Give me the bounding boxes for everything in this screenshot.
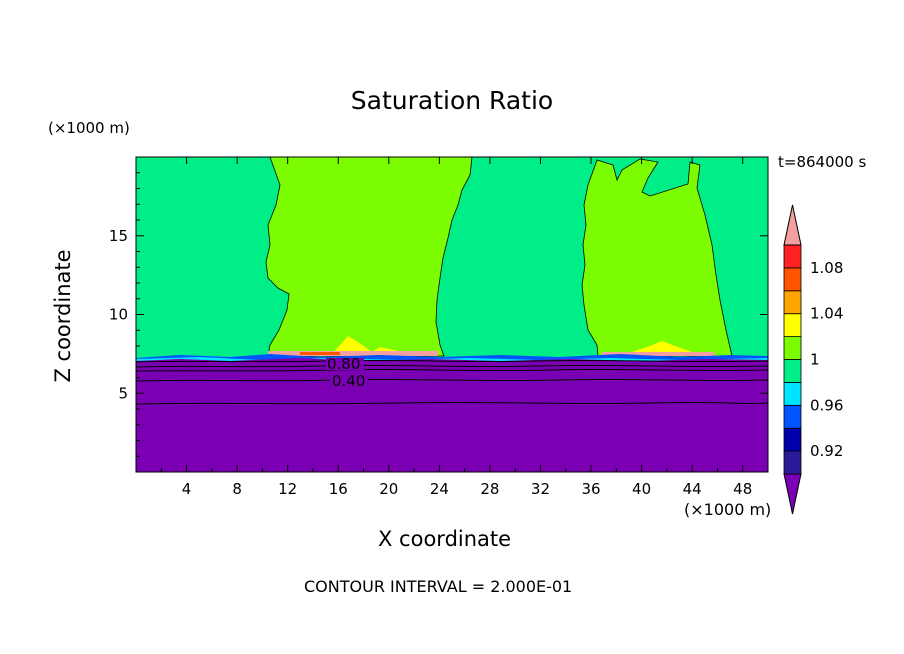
x-tick-label: 28 [480, 480, 499, 498]
colorbar: 1.08 1.04 1 0.96 0.92 [783, 204, 843, 515]
x-tick-label: 40 [632, 480, 651, 498]
contour-label-0-80: 0.80 [327, 355, 360, 373]
colorbar-label: 1 [810, 351, 820, 369]
y-axis-unit: (×1000 m) [48, 119, 130, 137]
x-tick-label: 8 [232, 480, 242, 498]
colorbar-swatch [783, 404, 802, 429]
chart-title: Saturation Ratio [350, 86, 554, 115]
contour-interval-note: CONTOUR INTERVAL = 2.000E-01 [304, 577, 573, 596]
x-tick-label: 44 [683, 480, 702, 498]
y-tick-label: 15 [109, 227, 128, 245]
colorbar-label: 1.08 [810, 259, 843, 277]
lower-region [136, 358, 768, 472]
colorbar-swatch [783, 427, 802, 452]
colorbar-label: 0.92 [810, 442, 843, 460]
colorbar-swatch [783, 313, 802, 338]
time-label: t=864000 s [778, 153, 867, 171]
contour-label-bg-1 [326, 358, 364, 370]
plot-field: 0.80 0.40 [136, 157, 768, 472]
x-axis-label: X coordinate [378, 527, 512, 551]
x-tick-label: 20 [379, 480, 398, 498]
colorbar-swatch [783, 336, 802, 360]
contour-label-0-40: 0.40 [332, 372, 365, 390]
colorbar-swatch [783, 450, 802, 475]
colorbar-swatch [783, 244, 802, 269]
red-strip-1 [300, 352, 340, 355]
x-tick-label: 32 [531, 480, 550, 498]
x-axis-ticks: 4 8 12 16 20 24 28 32 36 40 44 48 [160, 157, 752, 498]
x-tick-label: 12 [278, 480, 297, 498]
y-tick-label: 10 [109, 306, 128, 324]
x-axis-unit: (×1000 m) [684, 500, 772, 519]
contour-lines [136, 359, 768, 405]
x-tick-label: 36 [581, 480, 600, 498]
colorbar-swatch [783, 359, 802, 383]
pink-strip-2 [602, 352, 714, 356]
band-region-2 [581, 158, 733, 357]
colorbar-label: 0.96 [810, 396, 843, 414]
colorbar-swatch [783, 290, 802, 315]
x-tick-label: 16 [329, 480, 348, 498]
colorbar-swatch [783, 267, 802, 292]
colorbar-label: 1.04 [810, 305, 843, 323]
colorbar-swatch [783, 381, 802, 406]
y-tick-label: 5 [118, 384, 128, 402]
pink-strip-1 [268, 351, 438, 356]
x-tick-label: 48 [733, 480, 752, 498]
x-tick-label: 4 [182, 480, 192, 498]
x-tick-label: 24 [430, 480, 449, 498]
contour-label-bg-2 [330, 374, 368, 386]
y-axis-ticks: 5 10 15 [109, 172, 768, 457]
colorbar-lower-arrow [783, 473, 802, 515]
colorbar-upper-arrow [783, 204, 802, 246]
